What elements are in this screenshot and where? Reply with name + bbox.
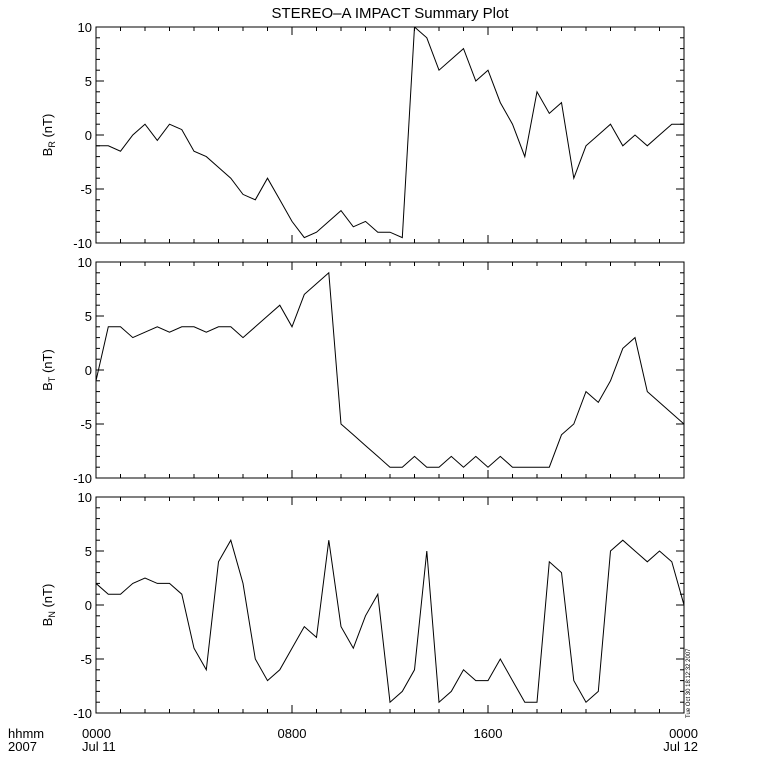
- y-tick-label: 0: [85, 128, 92, 143]
- y-tick-label: 5: [85, 309, 92, 324]
- panels: 10 5 0 -5 -10 BR (nT) 10 5 0 -5 -10 BT (nT) 10 5 0 -5 -1…: [40, 20, 685, 721]
- panel-n: 10 5 0 -5 -10 BN (nT): [40, 490, 685, 721]
- y-tick-label: -5: [80, 182, 92, 197]
- panel-t: 10 5 0 -5 -10 BT (nT): [40, 255, 685, 486]
- year-label: 2007: [8, 739, 37, 754]
- y-tick-label: 10: [78, 490, 92, 505]
- x-tick-time-label: 1600: [474, 726, 503, 741]
- panel-frame: [95, 261, 685, 479]
- panel-r: 10 5 0 -5 -10 BR (nT): [40, 20, 685, 251]
- series-line-n: [96, 538, 684, 704]
- y-tick-label: 5: [85, 74, 92, 89]
- y-tick-label: -10: [73, 236, 92, 251]
- y-axis-label: BT (nT): [40, 349, 57, 391]
- x-tick-date-label: Jul 11: [82, 739, 116, 754]
- y-tick-label: -5: [80, 652, 92, 667]
- panel-frame: [95, 26, 685, 244]
- y-axis-label: BN (nT): [40, 584, 57, 627]
- x-tick-date-label: Jul 12: [663, 739, 698, 754]
- plot-title: STEREO–A IMPACT Summary Plot: [271, 5, 509, 22]
- x-tick-time-label: 0800: [278, 726, 307, 741]
- y-tick-label: 0: [85, 598, 92, 613]
- y-tick-label: -10: [73, 471, 92, 486]
- series-line-t: [96, 271, 684, 468]
- x-tick-time-label: 0000: [669, 726, 698, 741]
- series-line-r: [96, 27, 684, 239]
- y-tick-label: -10: [73, 706, 92, 721]
- y-axis-label: BR (nT): [40, 114, 57, 157]
- y-tick-label: 10: [78, 255, 92, 270]
- y-tick-label: -5: [80, 417, 92, 432]
- timestamp-stamp: Tue Oct 30 18:12:32 2007: [686, 648, 692, 718]
- x-tick-time-label: 0000: [82, 726, 111, 741]
- y-tick-label: 10: [78, 20, 92, 35]
- y-tick-label: 5: [85, 544, 92, 559]
- time-unit-label: hhmm: [8, 726, 44, 741]
- y-tick-label: 0: [85, 363, 92, 378]
